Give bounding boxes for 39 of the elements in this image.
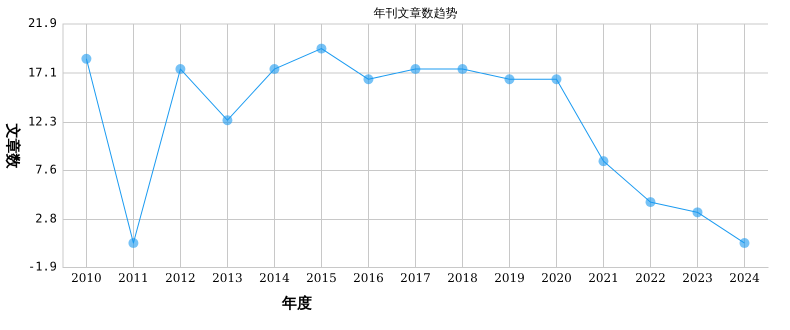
point <box>363 74 374 84</box>
point <box>551 74 562 84</box>
y-tick-label: 2.8 <box>35 212 57 226</box>
x-tick-label: 2022 <box>635 270 666 285</box>
x-tick-label: 2016 <box>353 270 384 285</box>
x-tick-label: 2011 <box>118 270 149 285</box>
point <box>457 64 468 74</box>
point <box>269 64 280 74</box>
x-tick-label: 2010 <box>71 270 102 285</box>
point <box>175 64 186 74</box>
x-tick-label: 2017 <box>400 270 431 285</box>
y-tick-label: 12.3 <box>28 114 57 128</box>
point <box>410 64 420 74</box>
y-tick-label: 21.9 <box>28 16 57 30</box>
x-tick-label: 2021 <box>588 270 619 285</box>
x-tick-label: 2018 <box>447 270 478 285</box>
x-tick-label: 2014 <box>259 270 290 285</box>
point <box>222 115 232 126</box>
x-tick-label: 2024 <box>729 270 760 285</box>
point <box>692 207 702 218</box>
chart-title: 年刊文章数趋势 <box>373 6 458 20</box>
point <box>598 156 608 166</box>
x-axis-title: 年度 <box>281 294 312 312</box>
y-tick-label: 17.1 <box>28 65 57 80</box>
point <box>128 238 138 248</box>
y-tick-label: -1.9 <box>28 260 57 274</box>
x-tick-label: 2019 <box>494 270 525 285</box>
y-axis-title: 文章数 <box>4 122 22 170</box>
x-tick-label: 2015 <box>306 270 337 285</box>
point <box>504 74 514 84</box>
point <box>739 238 750 248</box>
x-tick-label: 2020 <box>541 270 572 285</box>
point <box>645 197 656 208</box>
y-tick-label: 7.6 <box>35 162 57 176</box>
x-tick-label: 2012 <box>165 270 196 285</box>
x-tick-label: 2023 <box>682 270 713 285</box>
x-tick-label: 2013 <box>212 270 243 285</box>
point <box>316 44 326 54</box>
point <box>81 54 92 64</box>
